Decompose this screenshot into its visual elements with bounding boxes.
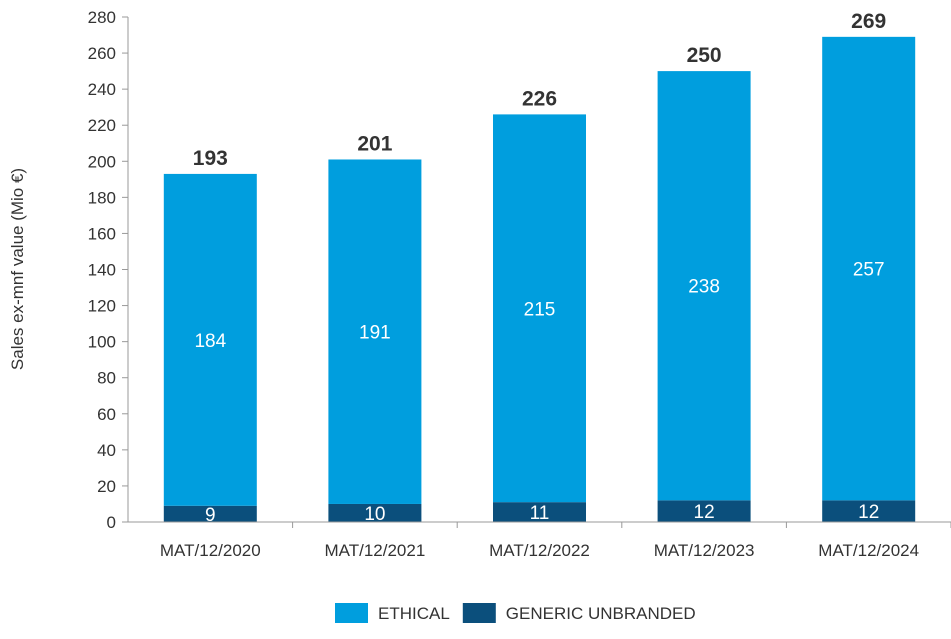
y-tick-label: 240 <box>88 80 116 99</box>
y-tick-label: 140 <box>88 261 116 280</box>
y-tick-label: 100 <box>88 333 116 352</box>
bar-segment <box>328 503 422 522</box>
bar-total-label: 250 <box>687 44 722 67</box>
bar-segment <box>163 173 257 506</box>
x-tick-label: MAT/12/2023 <box>654 541 755 560</box>
bar-segment <box>493 114 586 503</box>
bar-segment-label: 10 <box>364 504 385 525</box>
bar-segment-label: 215 <box>524 299 556 320</box>
bar-segment-label: 9 <box>205 505 216 526</box>
x-axis-ticks: MAT/12/2020 MAT/12/2021 MAT/12/2022 MAT/12/… <box>160 522 951 560</box>
y-tick-label: 280 <box>88 8 116 27</box>
bar-total-label: 201 <box>357 132 392 155</box>
bar-segment-label: 12 <box>858 502 879 523</box>
bar-segment <box>657 500 751 522</box>
bar-segment-label: 191 <box>359 323 391 344</box>
bar-segment-label: 11 <box>530 503 550 524</box>
bar-segment <box>822 500 916 522</box>
x-tick-label: MAT/12/2020 <box>160 541 261 560</box>
bar-segment <box>657 71 751 501</box>
legend-label: ETHICAL <box>378 604 450 623</box>
x-tick-label: MAT/12/2024 <box>818 541 919 560</box>
bar-segment-label: 184 <box>194 331 226 352</box>
y-axis-title: Sales ex-mnf value (Mio €) <box>8 168 27 370</box>
y-tick-label: 20 <box>97 477 116 496</box>
bar-segment <box>822 36 916 501</box>
y-tick-label: 160 <box>88 224 116 243</box>
bar-segment-label: 257 <box>853 260 885 281</box>
y-tick-label: 120 <box>88 297 116 316</box>
legend-swatch <box>462 603 496 623</box>
x-tick-label: MAT/12/2021 <box>325 541 426 560</box>
y-tick-label: 40 <box>97 441 116 460</box>
y-tick-label: 80 <box>97 369 116 388</box>
bar-total-label: 269 <box>851 10 886 33</box>
bar-segment <box>493 502 586 522</box>
y-axis-ticks: 0 20 40 60 80 100 120 140 160 180 200 220 240 260 280 <box>88 8 128 532</box>
legend: ETHICAL GENERIC UNBRANDED <box>335 603 696 623</box>
y-tick-label: 60 <box>97 405 116 424</box>
legend-label: GENERIC UNBRANDED <box>506 604 696 623</box>
y-tick-label: 180 <box>88 188 116 207</box>
bar-segment-label: 238 <box>688 277 720 298</box>
bar-total-label: 226 <box>522 87 557 110</box>
bars: 9 184 193 10 191 201 11 215 226 12 238 250 12 257 269 <box>163 10 916 526</box>
bar-segment-label: 12 <box>694 502 715 523</box>
y-tick-label: 220 <box>88 116 116 135</box>
bar-segment <box>163 505 257 522</box>
y-tick-label: 0 <box>107 513 116 532</box>
legend-swatch <box>335 603 368 623</box>
y-tick-label: 200 <box>88 152 116 171</box>
y-tick-label: 260 <box>88 44 116 63</box>
x-tick-label: MAT/12/2022 <box>489 541 590 560</box>
bar-total-label: 193 <box>193 147 228 170</box>
bar-segment <box>328 159 422 504</box>
